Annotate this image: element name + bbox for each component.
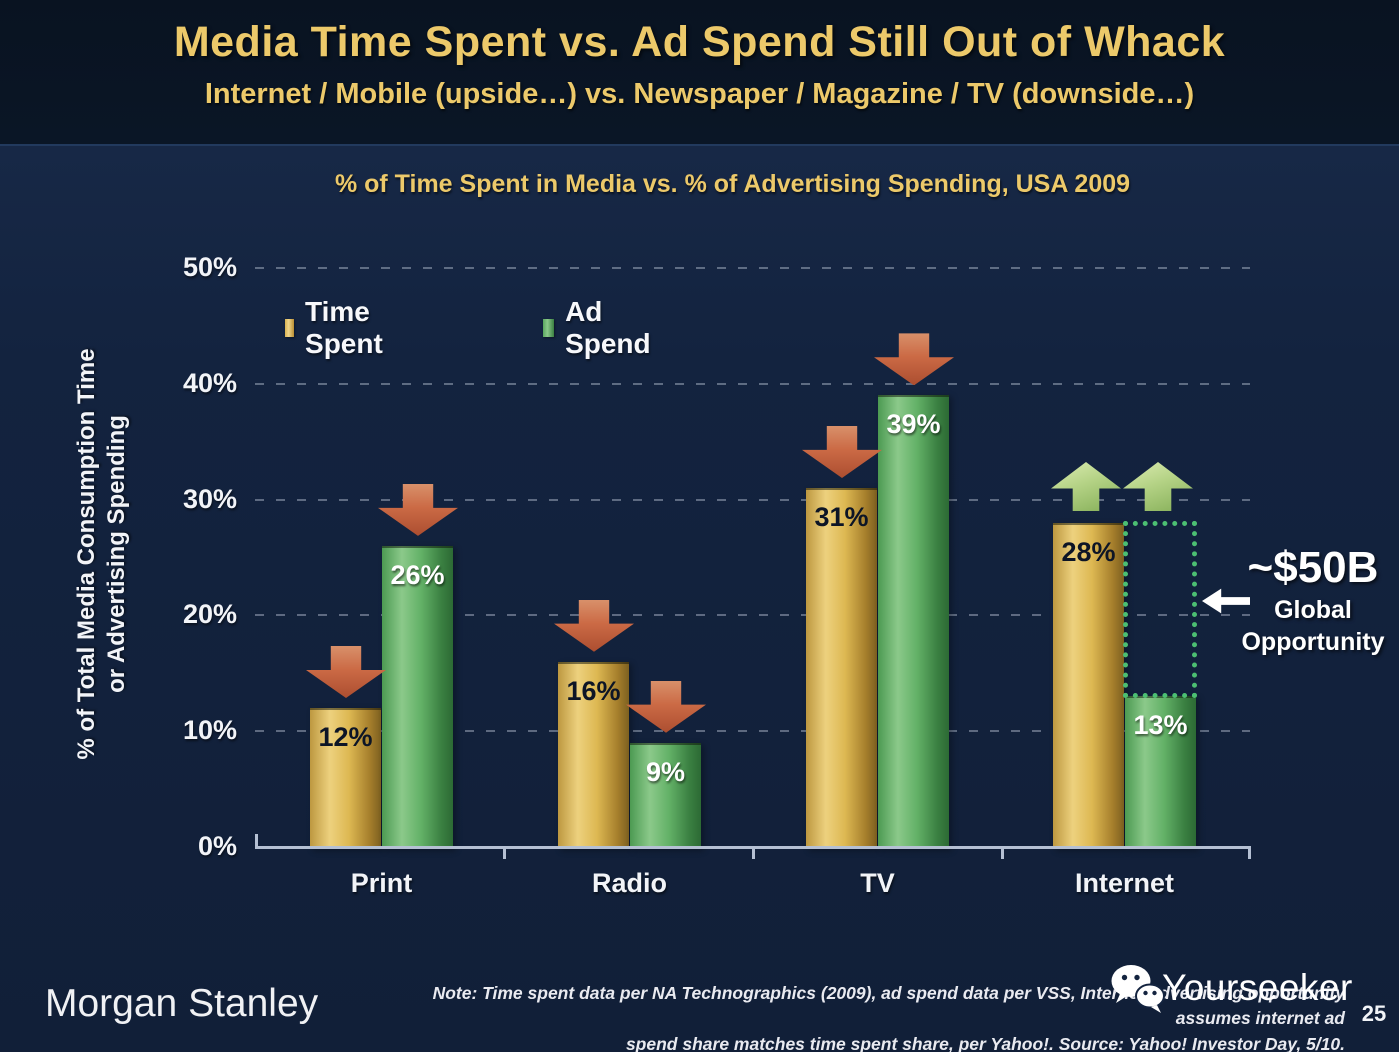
gridline-20	[255, 614, 1250, 617]
y-tick-label-0: 0%	[197, 831, 237, 861]
opportunity-amount: ~$50B	[1247, 543, 1379, 592]
bar-value-label: 28%	[1061, 536, 1116, 567]
opportunity-dashed-box	[1123, 521, 1197, 698]
up-arrow-icon	[1123, 462, 1193, 511]
bar-value-label: 31%	[814, 502, 869, 533]
gridline-40	[255, 382, 1250, 385]
bar-ad-spend-radio: 9%	[630, 742, 701, 849]
watermark-text: Yourseeker	[1162, 967, 1353, 1008]
source-note-line2: spend share matches time spent share, pe…	[625, 1033, 1345, 1052]
bar-value-label: 9%	[645, 756, 686, 787]
y-tick-label-10: 10%	[182, 715, 237, 746]
bar-value-label: 39%	[886, 409, 941, 440]
down-arrow-icon	[554, 599, 634, 652]
bar-value-label: 26%	[390, 559, 445, 590]
down-arrow-icon	[378, 483, 458, 536]
y-tick-label-50: 50%	[182, 252, 237, 282]
opportunity-annotation: ~$50B Global Opportunity	[1228, 546, 1398, 657]
down-arrow-icon	[626, 680, 706, 733]
bar-ad-spend-tv: 39%	[878, 395, 949, 849]
bar-value-label: 13%	[1133, 710, 1188, 741]
gridline-30	[255, 498, 1250, 501]
down-arrow-icon	[802, 426, 882, 479]
bar-time-spent-internet: 28%	[1053, 522, 1124, 849]
legend-label: Time Spent	[305, 296, 383, 359]
axis-tick-2	[1001, 849, 1004, 859]
wechat-icon	[1111, 965, 1165, 1013]
axis-tick-left	[255, 834, 258, 847]
legend-label: Ad Spend	[565, 296, 651, 359]
chart-title: % of Time Spent in Media vs. % of Advert…	[334, 170, 1131, 198]
x-axis	[255, 846, 1251, 849]
legend-item-ad-spend: Ad Spend	[543, 296, 656, 360]
y-tick-label-40: 40%	[182, 367, 237, 398]
morgan-stanley-logo: Morgan Stanley	[45, 982, 319, 1025]
bar-time-spent-tv: 31%	[806, 488, 877, 849]
legend-item-time-spent: Time Spent	[285, 296, 390, 360]
axis-tick-1	[752, 849, 755, 859]
y-tick-label-30: 30%	[182, 483, 237, 514]
gridline-50	[255, 267, 1250, 269]
slide-subtitle: Internet / Mobile (upside…) vs. Newspape…	[204, 78, 1195, 110]
axis-tick-3	[1248, 849, 1251, 859]
down-arrow-icon	[874, 333, 954, 386]
bar-time-spent-print: 12%	[310, 708, 381, 849]
category-label-radio: Radio	[591, 868, 667, 898]
opportunity-label-line2: Opportunity	[1241, 627, 1385, 656]
slide-title: Media Time Spent vs. Ad Spend Still Out …	[173, 18, 1226, 66]
bar-value-label: 16%	[566, 675, 621, 706]
up-arrow-icon	[1051, 462, 1121, 511]
opportunity-label-line1: Global	[1274, 596, 1352, 624]
ad-spend-swatch-icon	[543, 319, 555, 337]
gridline-10	[255, 730, 1250, 733]
y-tick-label-20: 20%	[182, 599, 237, 630]
y-axis-title-line1: % of Total Media Consumption Time	[73, 348, 100, 760]
y-axis-title-line2: or Advertising Spending	[103, 415, 130, 693]
down-arrow-icon	[306, 646, 386, 699]
category-label-internet: Internet	[1074, 868, 1174, 898]
slide-header: Media Time Spent vs. Ad Spend Still Out …	[0, 0, 1399, 146]
bar-time-spent-radio: 16%	[558, 661, 629, 849]
yourseeker-watermark: Yourseeker	[1108, 962, 1353, 1014]
axis-tick-0	[503, 849, 506, 859]
bar-ad-spend-internet: 13%	[1125, 696, 1196, 849]
bar-ad-spend-print: 26%	[382, 545, 453, 849]
time-spent-swatch-icon	[285, 319, 295, 337]
category-label-tv: TV	[860, 868, 895, 898]
page-number: 25	[1361, 1001, 1387, 1026]
bar-value-label: 12%	[318, 722, 373, 753]
category-label-print: Print	[350, 868, 413, 898]
